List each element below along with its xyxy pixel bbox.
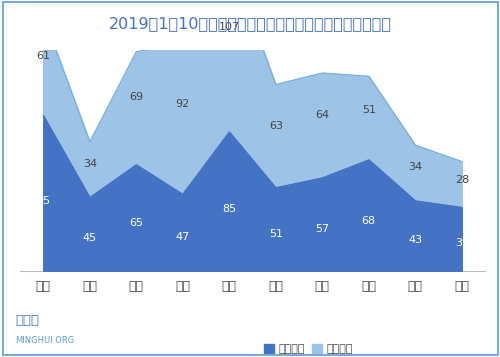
Text: 68: 68: [362, 216, 376, 226]
Text: 61: 61: [36, 51, 50, 61]
Text: 47: 47: [176, 232, 190, 242]
Text: 107: 107: [218, 22, 240, 32]
Text: 34: 34: [408, 162, 422, 172]
Text: 63: 63: [269, 121, 283, 131]
Text: 39: 39: [454, 237, 469, 247]
Text: 43: 43: [408, 235, 422, 245]
Legend: 非法判刑, 非法庭审: 非法判刑, 非法庭审: [260, 340, 357, 357]
Text: 85: 85: [222, 203, 236, 213]
Text: 95: 95: [36, 196, 51, 206]
Text: 92: 92: [176, 99, 190, 109]
Text: 64: 64: [315, 110, 330, 120]
Text: 57: 57: [315, 224, 330, 234]
Text: 45: 45: [82, 233, 97, 243]
Text: 69: 69: [129, 92, 144, 102]
Text: MINGHUI.ORG: MINGHUI.ORG: [15, 336, 74, 345]
Text: 28: 28: [454, 175, 469, 185]
Text: 51: 51: [362, 105, 376, 115]
Text: 明慧網: 明慧網: [15, 314, 39, 327]
Text: 51: 51: [269, 229, 283, 239]
Text: 65: 65: [129, 218, 144, 228]
Text: 2019年1～10月大陆法轮功学员遭庭审、判刑迫害人数统计: 2019年1～10月大陆法轮功学员遭庭审、判刑迫害人数统计: [108, 16, 392, 31]
Text: 34: 34: [82, 159, 97, 169]
